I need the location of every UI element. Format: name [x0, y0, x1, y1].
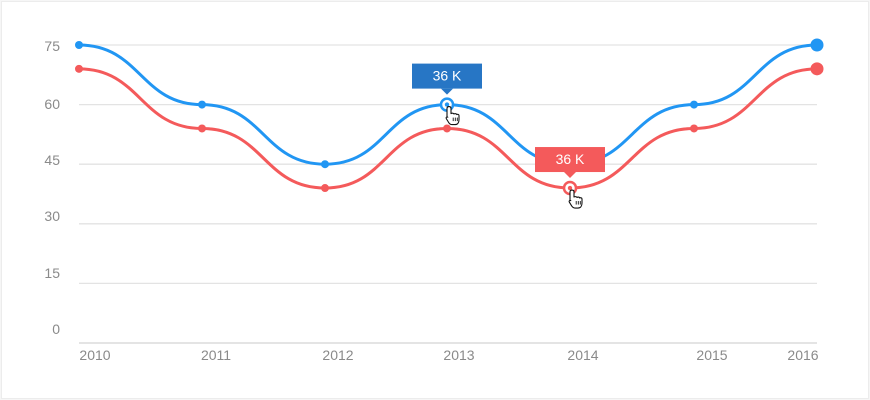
series-red-point[interactable]: [810, 62, 824, 76]
tooltip-box: [412, 63, 482, 89]
tooltip: 36 K: [535, 147, 605, 179]
tooltip-arrow: [564, 172, 576, 179]
tooltip-label: 36 K: [433, 68, 462, 84]
y-tick-label: 30: [44, 208, 60, 224]
y-tick-label: 60: [44, 96, 60, 112]
series-blue-point[interactable]: [321, 160, 329, 169]
y-tick-label: 15: [44, 265, 60, 281]
y-tick-label: 0: [52, 321, 60, 337]
x-tick-label: 2015: [696, 347, 727, 363]
series-blue-point[interactable]: [198, 100, 206, 109]
series-blue-point[interactable]: [75, 41, 83, 49]
tooltip-label: 36 K: [556, 151, 585, 167]
series-red-point[interactable]: [443, 124, 451, 133]
x-tick-label: 2012: [322, 347, 353, 363]
x-tick-label: 2011: [201, 347, 231, 363]
y-tick-label: 75: [44, 38, 60, 54]
series-red-point[interactable]: [321, 184, 329, 193]
series-blue-point[interactable]: [690, 100, 698, 109]
x-tick-label: 2016: [787, 347, 818, 363]
tooltip-arrow: [441, 88, 453, 95]
point-center: [567, 185, 573, 191]
tooltip-box: [535, 147, 605, 173]
point-center: [444, 102, 450, 107]
hand-pointer-icon: [568, 189, 583, 209]
tooltip: 36 K: [412, 63, 482, 95]
tooltips: 36 K 36 K: [412, 63, 605, 209]
series-red-point[interactable]: [690, 124, 698, 133]
x-tick-label: 2013: [443, 347, 474, 363]
series-red-point[interactable]: [75, 64, 83, 73]
series-blue-point[interactable]: [810, 38, 824, 52]
hand-pointer-icon: [445, 106, 460, 126]
y-tick-label: 45: [44, 152, 60, 168]
x-tick-label: 2010: [79, 347, 110, 363]
x-axis: 2010 2011 2012 2013 2014 2015 2016: [79, 347, 818, 363]
series-red-point[interactable]: [198, 124, 206, 133]
x-tick-label: 2014: [567, 347, 598, 363]
y-axis: 0 15 30 45 60 75: [44, 38, 60, 337]
